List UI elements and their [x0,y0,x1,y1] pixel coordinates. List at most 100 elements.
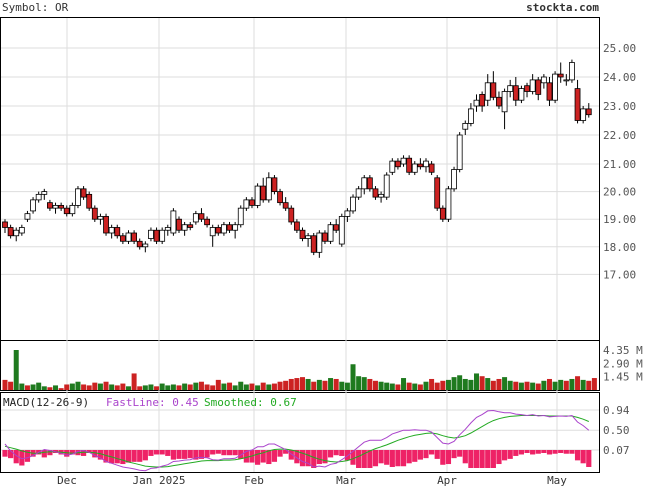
candle-body [18,227,25,234]
volume-bar [86,385,92,390]
macd-histogram-bar [238,450,244,459]
macd-histogram-bar [468,450,474,468]
macd-histogram-bar [243,450,249,463]
candle-body [552,73,558,101]
candle-body [484,82,491,101]
macd-histogram-bar [187,450,193,459]
volume-bar [395,384,401,390]
month-label: Feb [244,474,264,486]
macd-histogram-bar [339,450,345,456]
macd-histogram-bar [8,450,14,459]
volume-bar [176,385,182,390]
candle-body [406,157,413,173]
price-tick-label: 21.00 [603,158,636,171]
volume-bar [182,383,188,390]
price-tick-label: 24.00 [603,71,636,84]
volume-bar [81,384,87,390]
macd-histogram-bar [283,450,289,454]
volume-bar [445,379,451,390]
macd-histogram-bar [159,450,165,455]
candle-body [103,216,109,234]
candle-body [400,157,407,165]
candle-body [333,224,340,231]
volume-bar [580,379,586,390]
volume-bar [221,383,227,390]
candle-body [91,207,98,220]
volume-bar [535,383,541,390]
candle-body [159,229,166,242]
macd-histogram-bar [535,450,541,454]
volume-bar [64,384,70,390]
macd-histogram-bar [311,450,317,468]
candle-body [569,62,575,81]
candle-body [58,204,65,209]
candle-body [585,108,592,116]
candle-body [512,85,519,101]
macd-histogram-bar [232,450,238,456]
volume-bar [288,378,294,390]
candle-body [254,185,261,206]
volume-bar [294,378,300,390]
candle-body [490,82,497,98]
candle-body [501,91,508,113]
volume-bar [249,383,255,390]
volume-tick-label: 4.35 M [603,344,643,357]
site-name: stockta.com [526,1,599,14]
macd-histogram-bar [367,450,373,468]
volume-bar [266,384,272,390]
candle-body [445,188,452,220]
volume-bar [69,383,75,390]
volume-bar [305,378,311,390]
macd-histogram-bar [423,450,429,459]
volume-bar [131,373,137,390]
macd-histogram-bar [204,450,210,458]
candle-body [136,240,143,248]
macd-histogram-bar [462,450,468,464]
volume-bar [204,384,210,390]
volume-bar [283,380,289,390]
candle-body [417,163,424,168]
macd-histogram-bar [350,450,356,465]
volume-bar [19,383,25,390]
volume-bar [154,386,160,390]
fastline-legend: FastLine: 0.45 [106,396,199,409]
macd-tick-label: 0.94 [603,404,630,417]
volume-bar [328,378,334,390]
candle-body [366,177,373,190]
macd-histogram-bar [182,450,188,459]
candle-body [187,224,194,228]
volume-bar [198,381,204,390]
candle-body [24,213,31,220]
volume-bar [47,387,53,390]
candle-body [428,163,435,173]
candle-body [361,177,368,190]
volume-bar [451,377,457,390]
volume-bar [114,385,120,390]
volume-bar [412,383,418,390]
macd-histogram-bar [412,450,418,462]
volume-bar [569,378,575,390]
volume-bar [434,382,440,390]
volume-bar [41,386,47,390]
macd-histogram-bar [165,450,171,456]
candle-body [30,199,36,212]
candle-body [473,99,480,107]
volume-bar [468,379,474,390]
volume-bar [429,378,435,390]
candle-body [439,207,446,220]
candle-body [305,235,312,239]
volume-bar [462,378,468,390]
volume-bar [300,377,305,390]
macd-histogram-bar [356,450,362,468]
macd-tick-label: 0.07 [603,444,630,457]
macd-histogram-bar [198,450,205,459]
volume-bar [159,383,165,390]
volume-bar [367,378,373,390]
volume-bar [170,384,176,390]
candle-body [338,216,345,245]
volume-bar [496,378,502,390]
candle-body [518,88,525,101]
candle-body [63,207,70,215]
month-label: Dec [57,474,77,486]
